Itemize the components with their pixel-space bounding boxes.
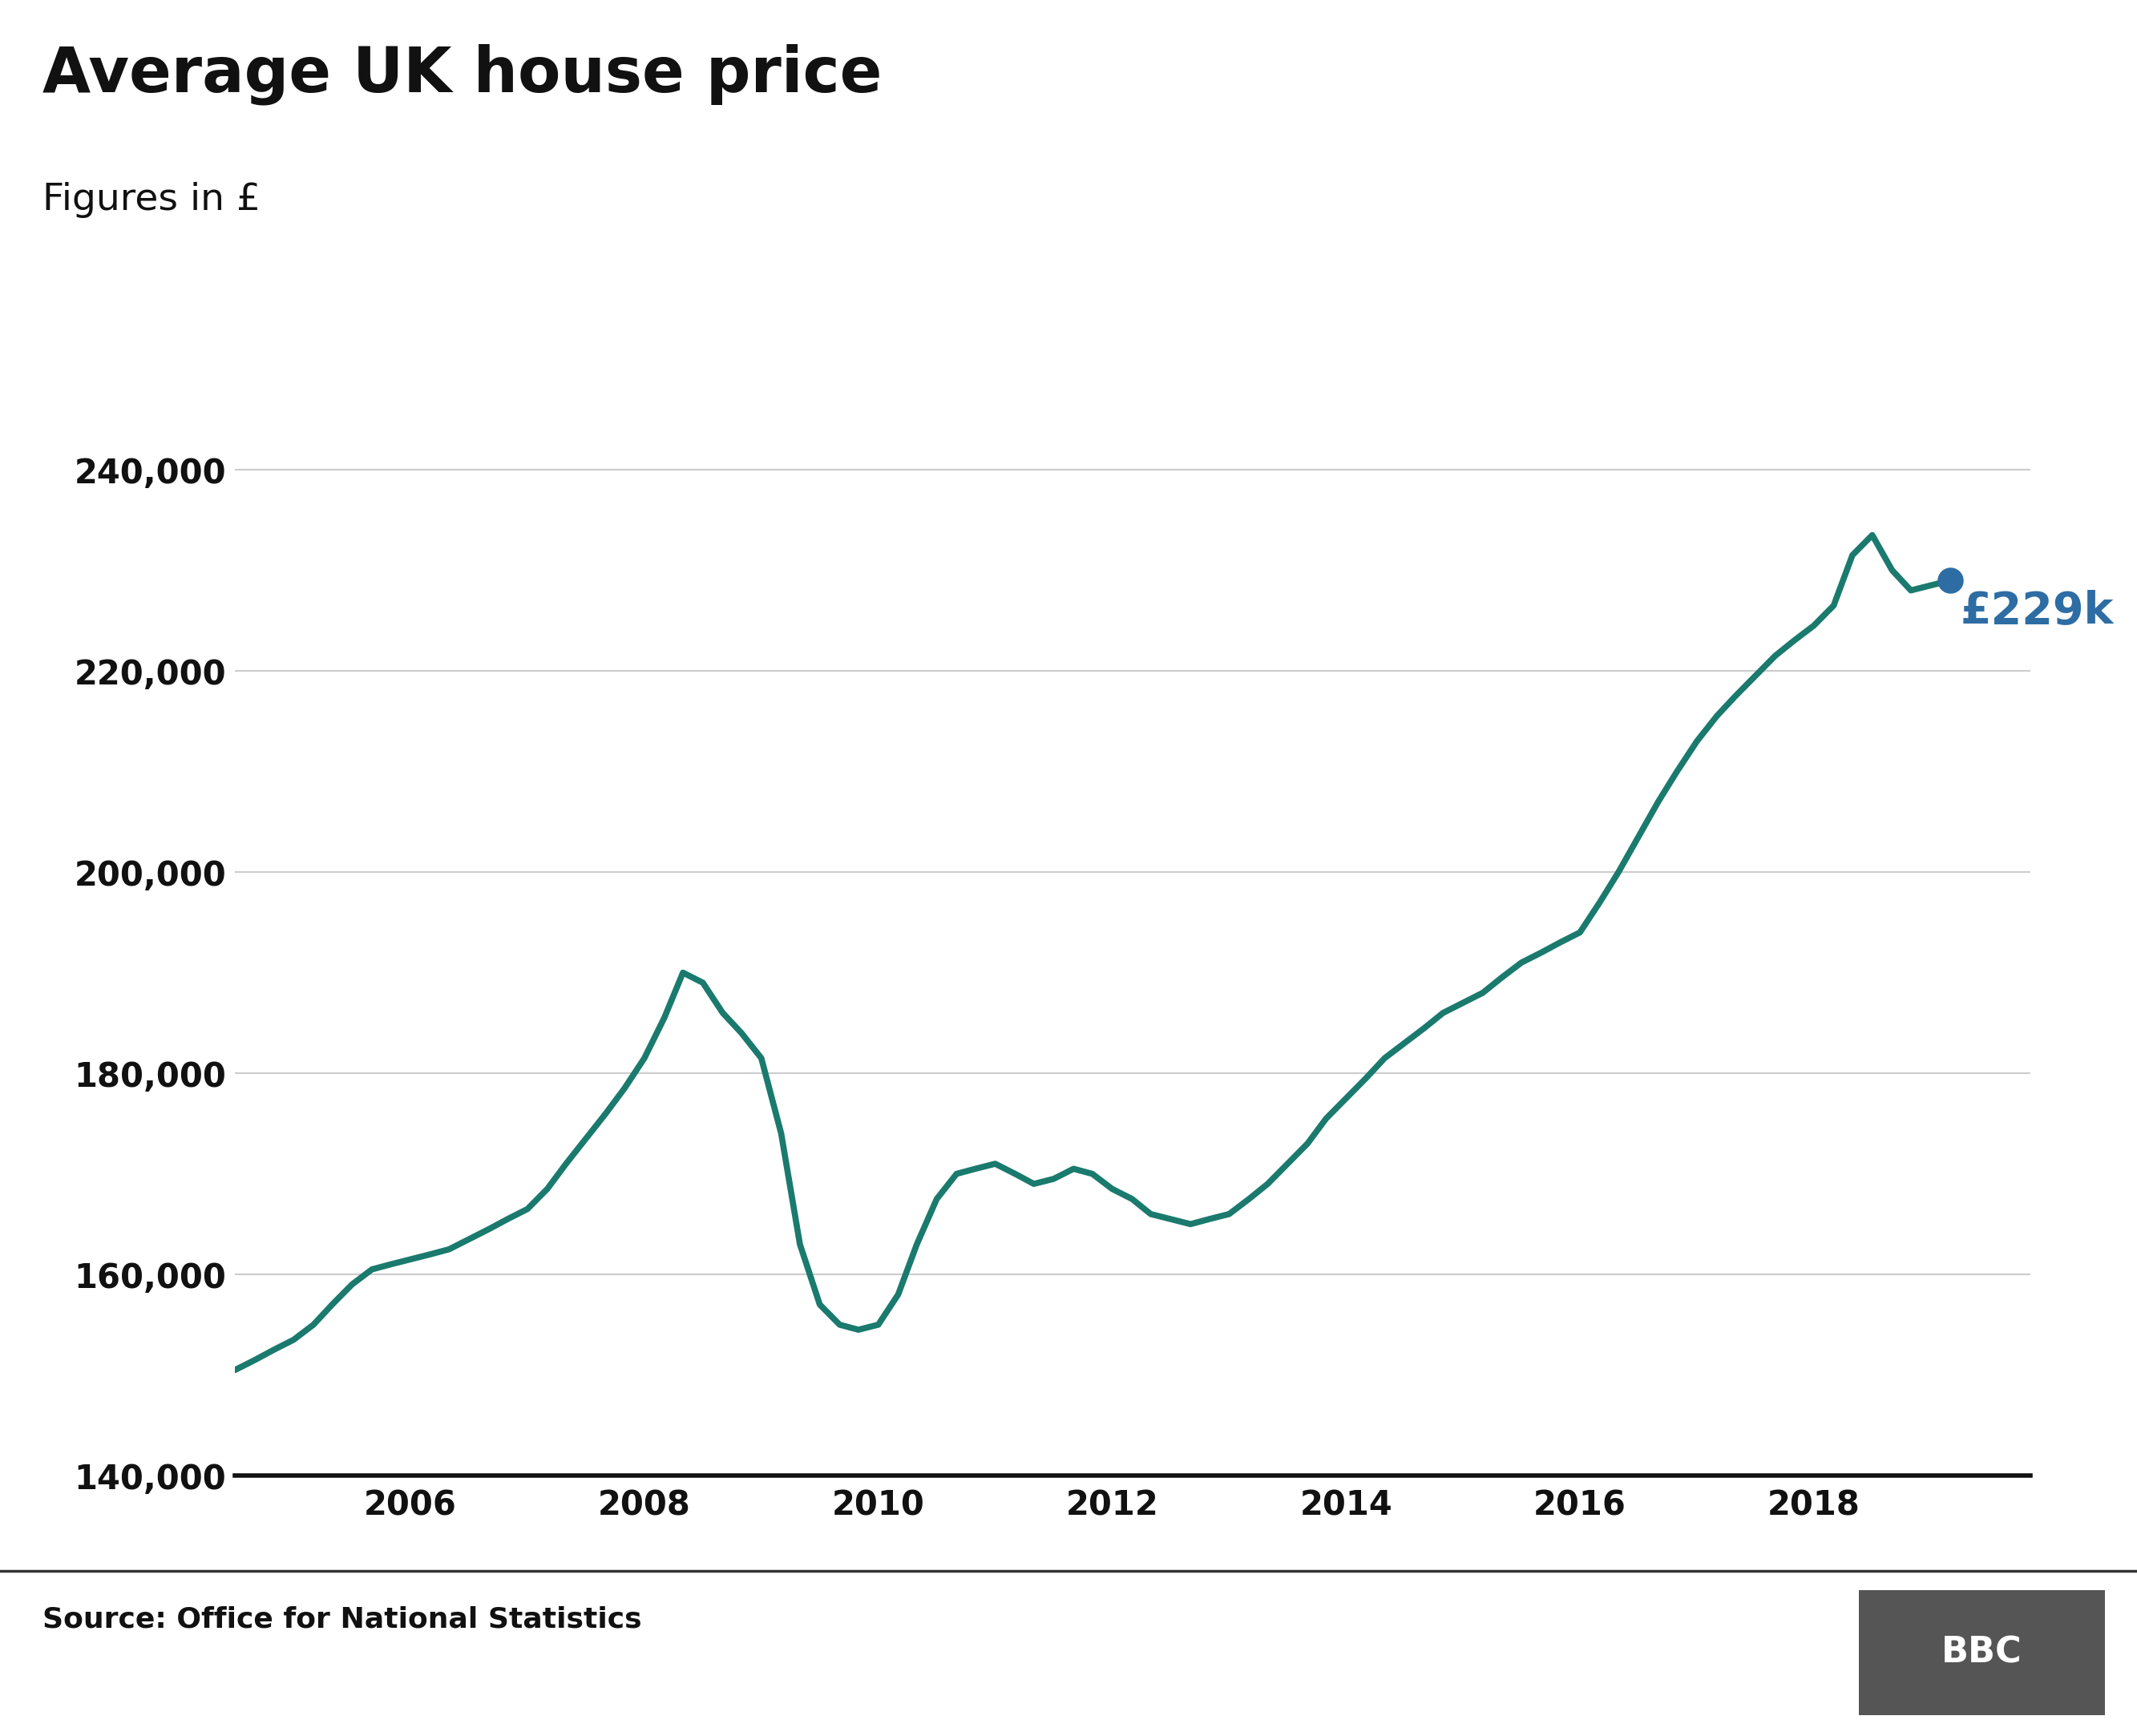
Text: Source: Office for National Statistics: Source: Office for National Statistics — [43, 1606, 641, 1634]
Text: Average UK house price: Average UK house price — [43, 43, 883, 104]
Text: BBC: BBC — [1943, 1635, 2022, 1670]
Text: Figures in £: Figures in £ — [43, 182, 261, 219]
Text: £229k: £229k — [1960, 589, 2113, 632]
Point — [1934, 566, 1968, 594]
